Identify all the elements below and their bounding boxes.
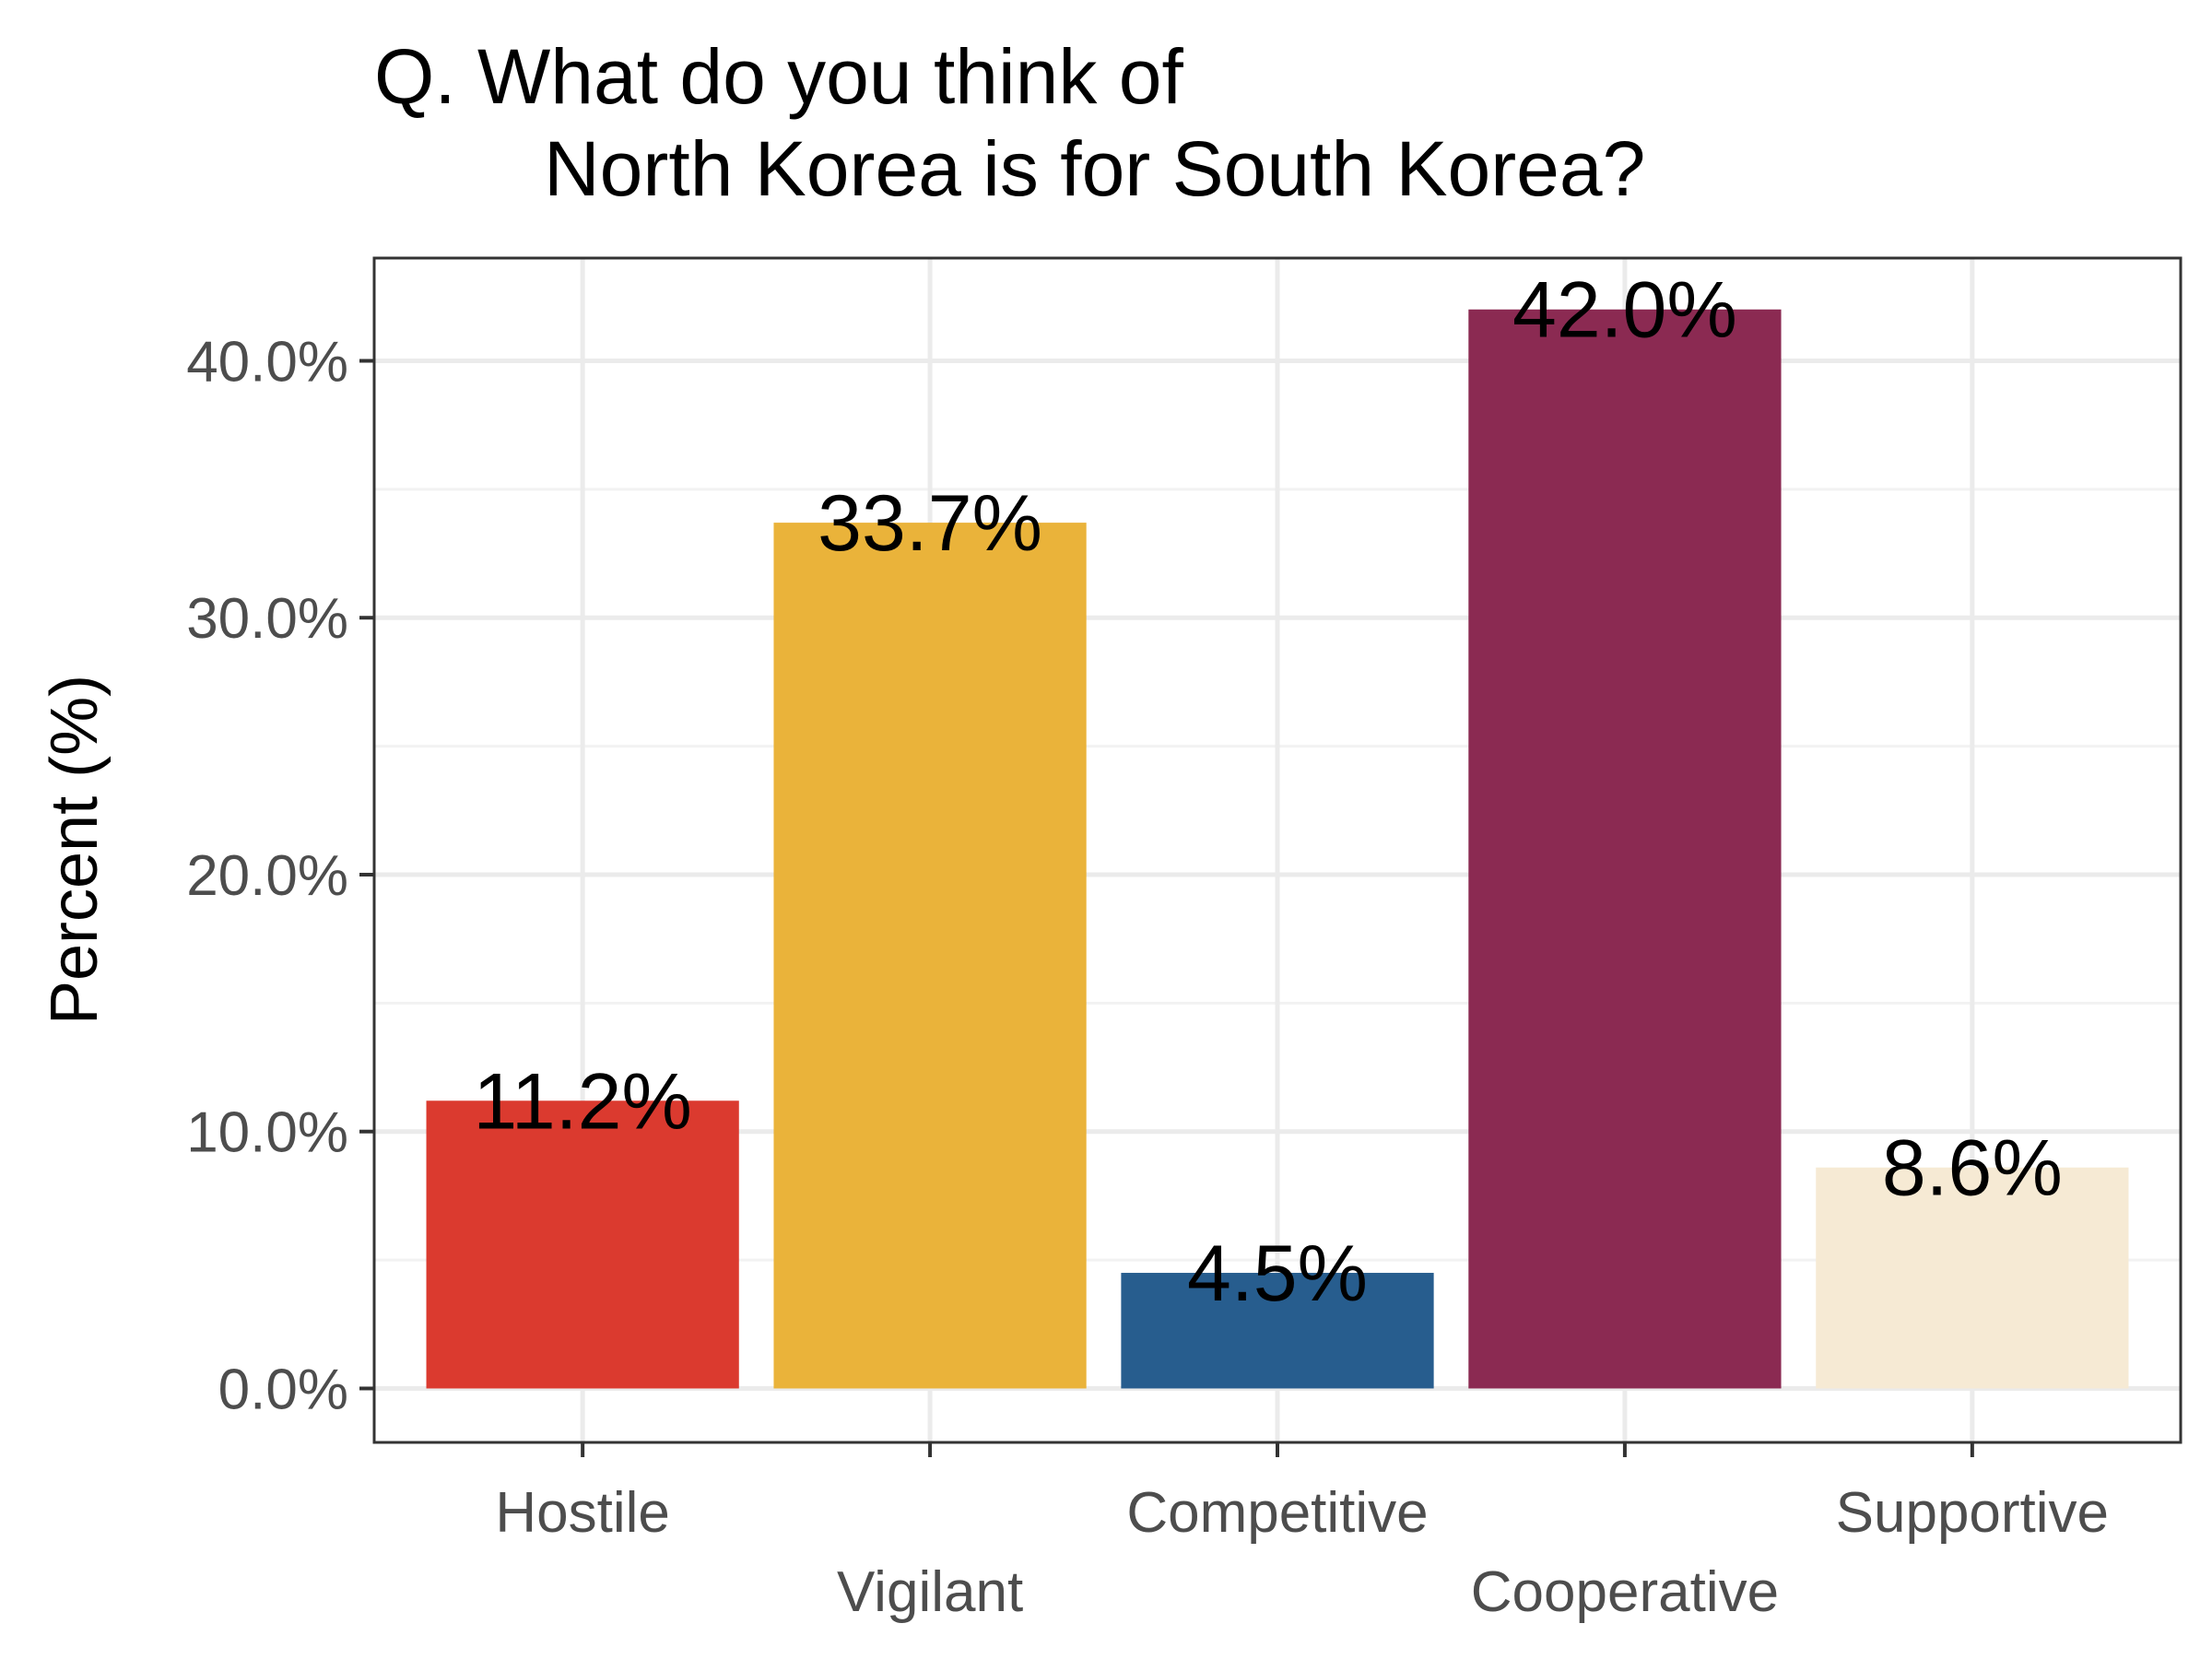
- y-tick-label: 30.0%: [186, 587, 348, 651]
- x-tick-label-vigilant: Vigilant: [837, 1560, 1023, 1624]
- x-tick-label-hostile: Hostile: [495, 1481, 670, 1545]
- y-tick-label: 40.0%: [186, 330, 348, 394]
- data-label-competitive: 4.5%: [1187, 1230, 1368, 1318]
- y-axis: 0.0% 10.0% 20.0% 30.0% 40.0%: [186, 330, 374, 1421]
- x-tick-label-supportive: Supportive: [1836, 1481, 2109, 1545]
- data-label-hostile: 11.2%: [473, 1057, 691, 1146]
- y-tick-label: 10.0%: [186, 1101, 348, 1165]
- bar-supportive: [1816, 1167, 2129, 1389]
- data-label-vigilant: 33.7%: [818, 479, 1042, 568]
- bar-competitive: [1121, 1273, 1434, 1389]
- chart-title-line-2: North Korea is for South Korea?: [544, 125, 1645, 212]
- data-labels: 11.2% 33.7% 4.5% 42.0% 8.6%: [473, 266, 2062, 1318]
- y-tick-label: 0.0%: [218, 1358, 348, 1421]
- bar-cooperative: [1468, 309, 1782, 1389]
- bar-vigilant: [773, 523, 1087, 1389]
- data-label-cooperative: 42.0%: [1512, 266, 1737, 355]
- x-tick-label-competitive: Competitive: [1126, 1481, 1428, 1545]
- x-tick-label-cooperative: Cooperative: [1471, 1560, 1779, 1624]
- data-label-supportive: 8.6%: [1882, 1124, 2063, 1213]
- bars: [426, 309, 2129, 1389]
- x-axis: Hostile Vigilant Competitive Cooperative Sup…: [495, 1442, 2109, 1624]
- bar-hostile: [426, 1100, 739, 1389]
- y-tick-label: 20.0%: [186, 844, 348, 908]
- chart-title-line-1: Q. What do you think of: [374, 33, 1183, 120]
- y-axis-title: Percent (%): [38, 675, 112, 1025]
